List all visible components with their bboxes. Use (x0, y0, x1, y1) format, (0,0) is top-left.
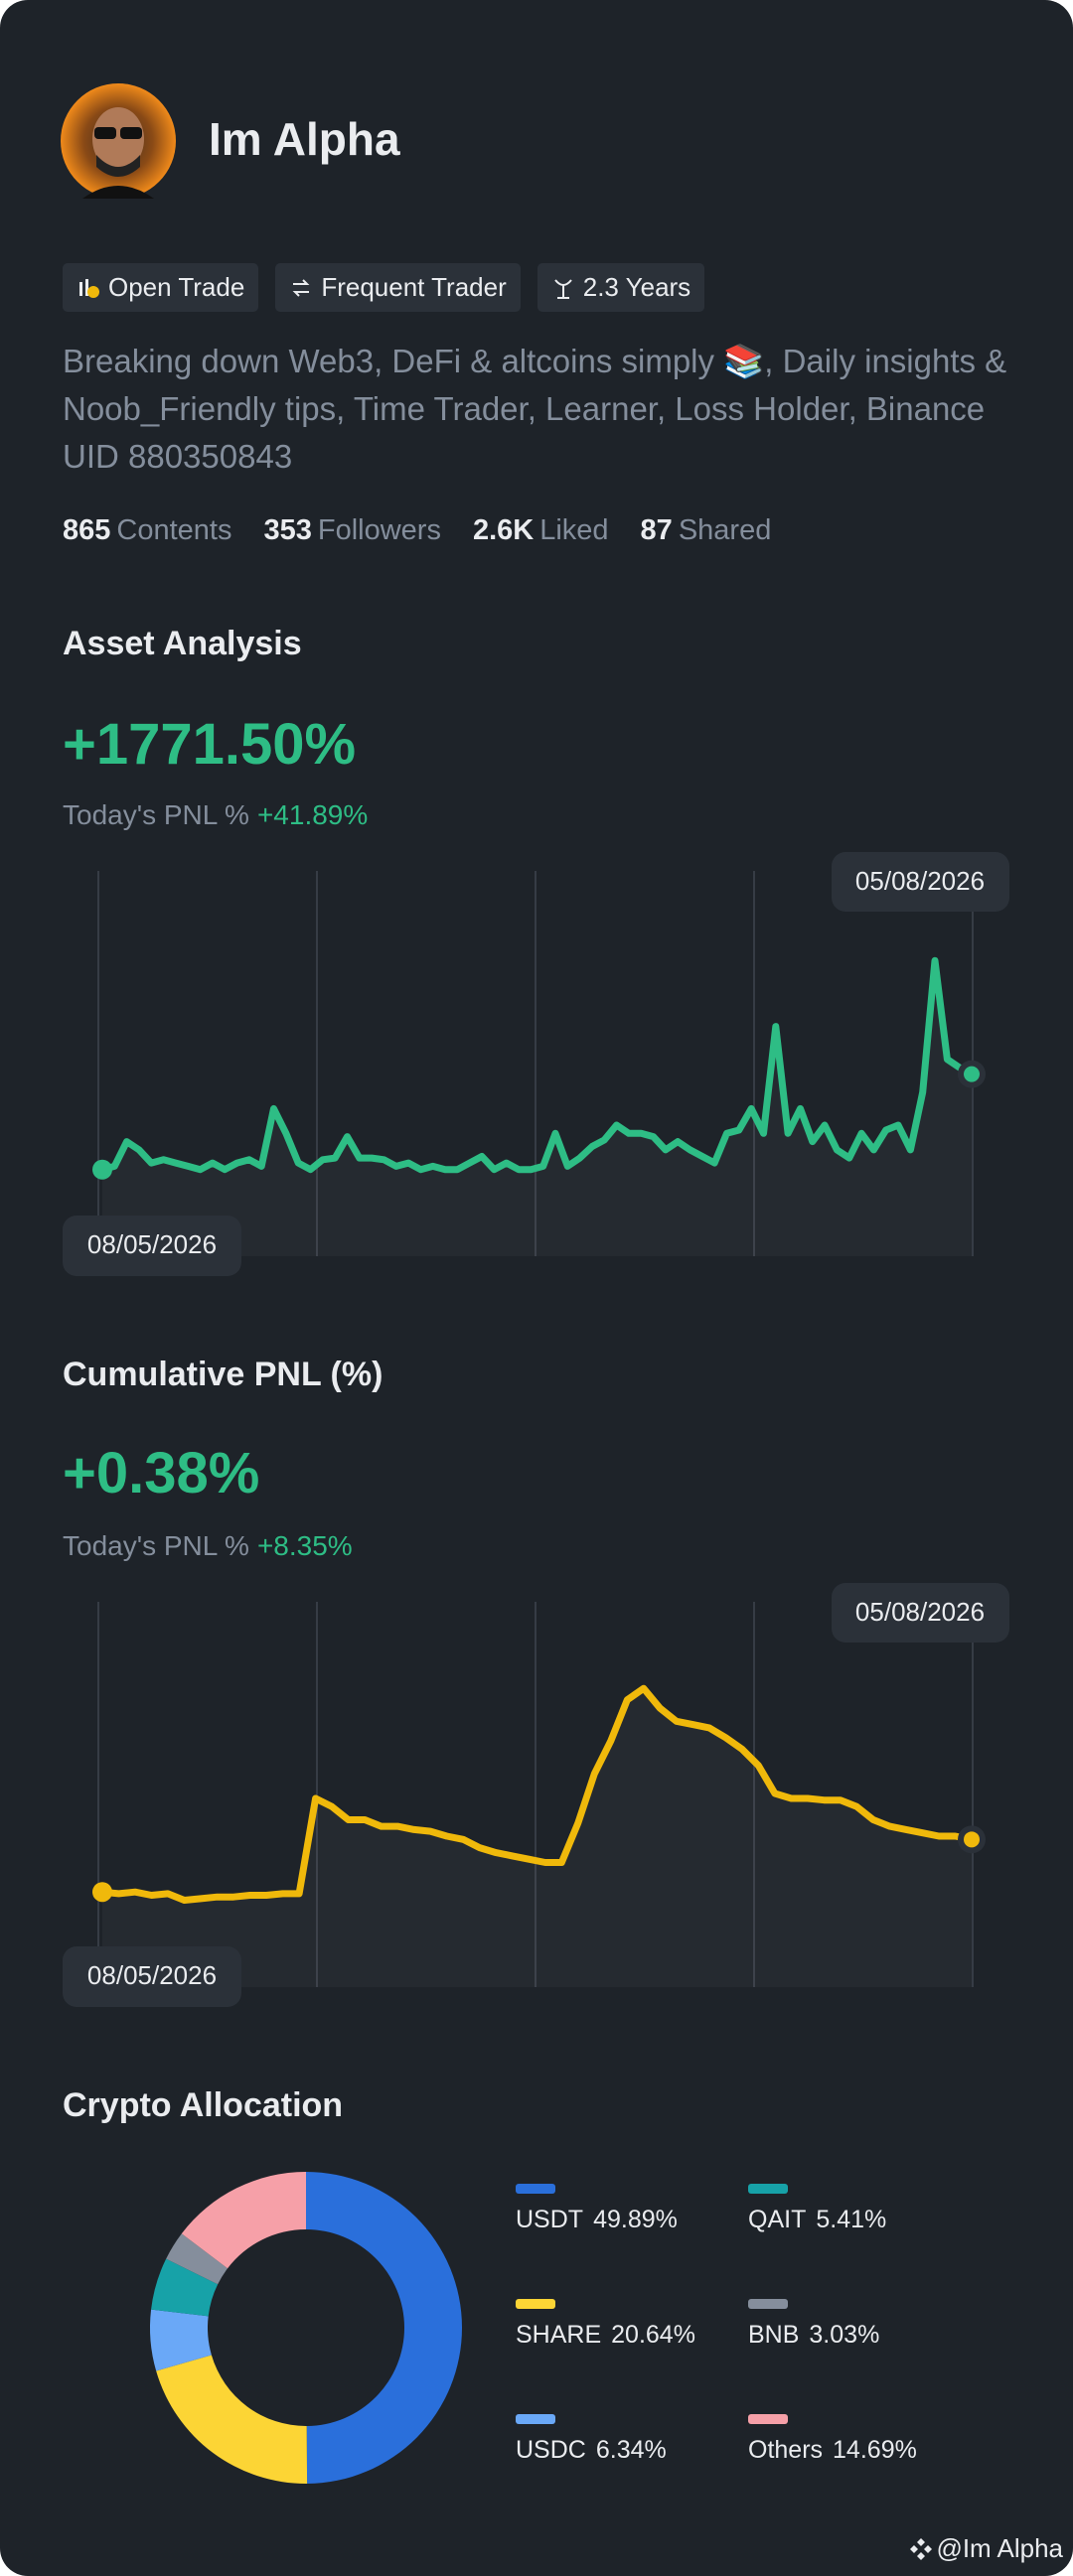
today-label: Today's PNL % (63, 799, 249, 830)
legend-value: 5.41% (816, 2206, 886, 2233)
legend-value: 20.64% (611, 2321, 695, 2349)
legend-swatch (516, 2184, 555, 2194)
tag: Frequent Trader (275, 263, 521, 312)
profile-name: Im Alpha (209, 113, 400, 165)
today-value: +8.35% (256, 1530, 353, 1561)
legend-name: SHARE (516, 2321, 601, 2349)
donut-slice (150, 2309, 212, 2371)
start-date: 08/05/2026 (87, 1229, 217, 1259)
legend-name: Others (748, 2436, 823, 2464)
line (98, 956, 976, 1174)
legend-entry: BNB 3.03% (748, 2321, 879, 2349)
end-date: 05/08/2026 (855, 866, 985, 896)
legend-swatch (748, 2184, 788, 2194)
stat-value: 87 (640, 514, 673, 546)
tag-text: 2.3 Years (582, 272, 691, 302)
stat-value: 865 (63, 514, 111, 546)
stat-value: 2.6K (472, 514, 535, 546)
stat: 2.6K Liked (473, 513, 609, 547)
headline: +0.38% (63, 1441, 260, 1505)
icon (292, 278, 310, 297)
start-point (92, 1159, 112, 1180)
stat: 353 Followers (263, 513, 440, 547)
legend-value: 49.89% (593, 2206, 678, 2233)
legend-entry: USDT 49.89% (516, 2206, 678, 2233)
donut-chart: USDT 49.89% SHARE 20.64% USDC 6.34% QAIT 5.41% B… (150, 2172, 917, 2484)
section-title: Crypto Allocation (63, 2086, 344, 2124)
today-pnl: Today's PNL % +8.35% (63, 1532, 353, 1560)
tag: Open Trade (63, 263, 259, 312)
stat-label: Shared (678, 514, 772, 546)
legend-name: USDT (516, 2206, 583, 2233)
line (98, 1684, 976, 1904)
bio: Breaking down Web3, DeFi & altcoins simp… (63, 343, 1007, 475)
icon (79, 278, 99, 298)
stat-value: 353 (263, 514, 312, 546)
legend-name: BNB (748, 2321, 799, 2349)
end-date: 05/08/2026 (855, 1597, 985, 1627)
donut-slice (306, 2172, 462, 2484)
icon (553, 278, 572, 299)
legend-name: QAIT (748, 2206, 806, 2233)
date-badge (832, 1583, 1009, 1643)
legend-value: 14.69% (833, 2436, 917, 2464)
donut-slice (181, 2172, 306, 2269)
line-chart: 05/08/2026 08/05/2026 (63, 852, 1009, 1276)
date-badge (832, 852, 1009, 912)
area (102, 960, 972, 1256)
legend-value: 3.03% (809, 2321, 879, 2349)
legend-entry: USDC 6.34% (516, 2436, 667, 2464)
end-point-dot (964, 1066, 980, 1082)
today-value: +41.89% (256, 799, 369, 830)
legend-swatch (516, 2414, 555, 2424)
stats: 865 Contents 353 Followers 2.6K Liked 87 Sha… (63, 513, 771, 547)
line-chart: 05/08/2026 08/05/2026 (63, 1583, 1009, 2007)
legend-swatch (748, 2414, 788, 2424)
donut-slice (151, 2258, 219, 2317)
today-label: Today's PNL % (63, 1530, 249, 1561)
start-date: 08/05/2026 (87, 1960, 217, 1990)
stat: 87 Shared (641, 513, 772, 547)
stat-label: Followers (317, 514, 441, 546)
legend-entry: QAIT 5.41% (748, 2206, 886, 2233)
legend-swatch (516, 2299, 555, 2309)
tag-text: Open Trade (108, 272, 245, 302)
legend-entry: Others 14.69% (748, 2436, 917, 2464)
today-pnl: Today's PNL % +41.89% (63, 801, 368, 829)
section-title: Cumulative PNL (%) (63, 1356, 383, 1393)
tag-list: Open Trade Frequent Trader 2.3 Years (63, 263, 705, 312)
legend-name: USDC (516, 2436, 586, 2464)
avatar (61, 83, 176, 199)
section-title: Asset Analysis (63, 625, 302, 662)
area (102, 1688, 972, 1987)
donut-slice (156, 2355, 308, 2484)
legend-entry: SHARE 20.64% (516, 2321, 695, 2349)
stat: 865 Contents (63, 513, 231, 547)
legend-value: 6.34% (596, 2436, 667, 2464)
end-point-dot (964, 1831, 980, 1848)
headline: +1771.50% (63, 712, 357, 777)
donut-slice (166, 2233, 229, 2285)
logo (910, 2538, 932, 2560)
date-badge (63, 1946, 241, 2007)
watermark: @Im Alpha (936, 2533, 1063, 2563)
tag: 2.3 Years (536, 263, 705, 312)
tag-text: Frequent Trader (321, 272, 507, 302)
stat-label: Liked (539, 514, 609, 546)
stat-label: Contents (116, 514, 232, 546)
date-badge (63, 1216, 241, 1276)
legend-swatch (748, 2299, 788, 2309)
start-point (92, 1882, 112, 1903)
